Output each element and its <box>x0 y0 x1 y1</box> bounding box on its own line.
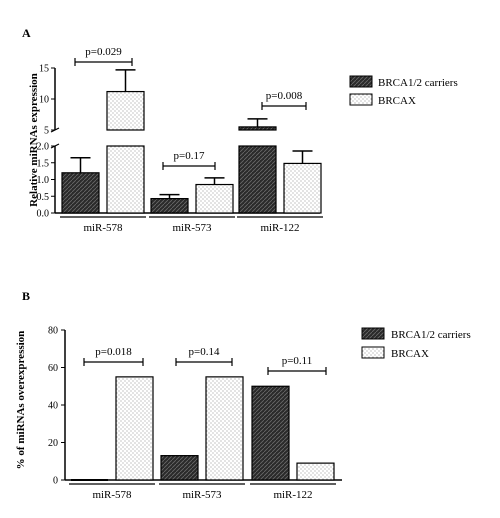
b-legend-swatch <box>361 327 385 340</box>
a-legend-swatch <box>349 93 373 106</box>
a-y-tick-label: 15 <box>39 64 49 75</box>
b-pvalue-label: p=0.018 <box>95 346 132 358</box>
a-bar <box>238 126 277 131</box>
a-bar <box>283 162 322 214</box>
b-x-tick-label: miR-573 <box>182 489 222 501</box>
b-bar <box>160 455 199 481</box>
b-y-tick-label: 60 <box>48 363 58 374</box>
a-legend-label: BRCAX <box>378 95 416 107</box>
a-bar-lower-part <box>106 145 145 214</box>
a-x-tick-label: miR-573 <box>172 222 212 234</box>
b-pvalue-label: p=0.14 <box>189 346 220 358</box>
panel-a-label: A <box>22 26 31 40</box>
a-pvalue-label: p=0.17 <box>174 150 205 162</box>
b-legend-label: BRCA1/2 carriers <box>391 329 471 341</box>
b-bar <box>296 462 335 481</box>
a-legend-label: BRCA1/2 carriers <box>378 77 458 89</box>
a-y-tick-label: 1.5 <box>37 158 50 169</box>
b-bar <box>115 376 154 481</box>
a-y-tick-label: 5 <box>44 126 49 137</box>
a-bar <box>195 183 234 214</box>
a-bar-lower-part <box>238 145 277 214</box>
b-x-tick-label: miR-578 <box>92 489 132 501</box>
a-y-tick-label: 10 <box>39 95 49 106</box>
b-y-tick-label: 20 <box>48 438 58 449</box>
b-y-tick-label: 80 <box>48 326 58 337</box>
a-pvalue-label: p=0.008 <box>266 90 303 102</box>
panel-b-y-axis-label: % of miRNAs overexpression <box>15 331 27 470</box>
a-y-tick-label: 0.5 <box>37 192 50 203</box>
a-legend-swatch <box>349 75 373 88</box>
b-legend-label: BRCAX <box>391 348 429 360</box>
a-y-tick-label: 1.0 <box>37 175 50 186</box>
a-bar <box>106 90 145 131</box>
a-pvalue-label: p=0.029 <box>85 46 122 58</box>
a-y-tick-label: 0.0 <box>37 209 50 220</box>
b-y-tick-label: 40 <box>48 401 58 412</box>
panel-b-label: B <box>22 289 30 303</box>
b-x-tick-label: miR-122 <box>273 489 312 501</box>
a-x-tick-label: miR-122 <box>260 222 299 234</box>
a-bar <box>61 172 100 214</box>
a-y-tick-label: 2.0 <box>37 142 50 153</box>
b-y-tick-label: 0 <box>53 476 58 487</box>
panel-a-y-axis-label: Relative miRNAs expression <box>28 73 40 207</box>
b-pvalue-label: p=0.11 <box>282 355 313 367</box>
b-bar <box>251 385 290 481</box>
a-x-tick-label: miR-578 <box>83 222 123 234</box>
panel-b-chart: B % of miRNAs overexpression 0 20 40 60 80 mi… <box>15 289 471 501</box>
b-bar <box>205 376 244 481</box>
b-legend-swatch <box>361 346 385 359</box>
a-bar <box>150 197 189 214</box>
panel-a-chart: A Relative miRNAs expression 0.0 0.5 1.0 1.… <box>22 26 458 234</box>
